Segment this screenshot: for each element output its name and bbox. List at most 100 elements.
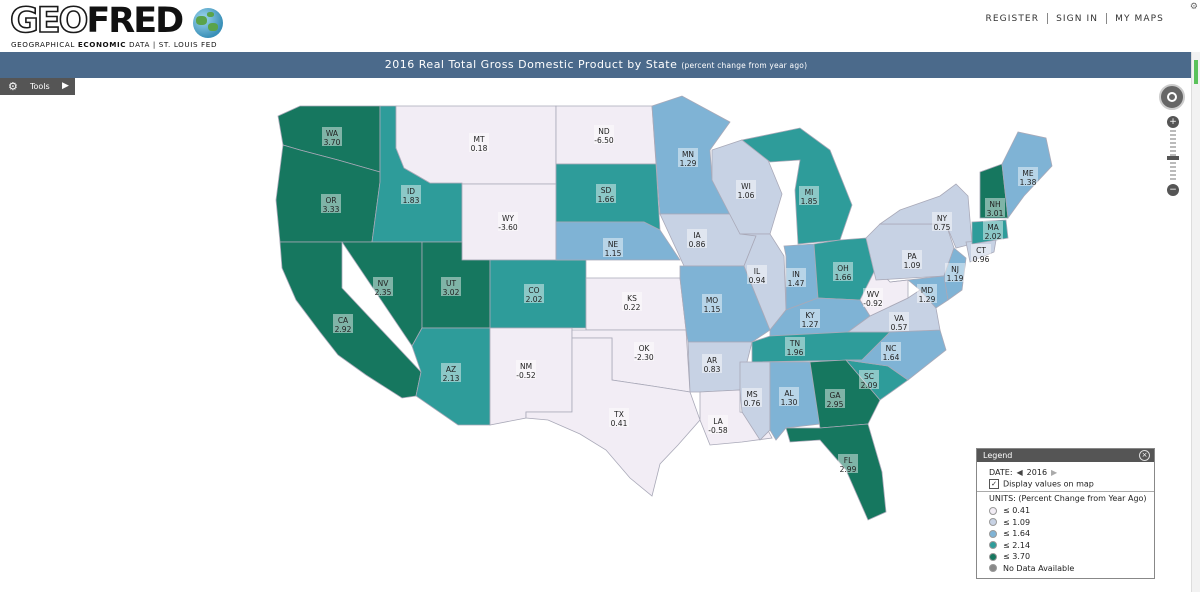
state-abbr: CO — [528, 286, 539, 295]
state-label-al: AL1.30 — [779, 387, 799, 407]
state-label-ms: MS0.76 — [742, 388, 762, 408]
legend-swatch — [989, 518, 997, 526]
state-abbr: CA — [338, 316, 349, 325]
tools-label: Tools — [30, 82, 50, 91]
zoom-slider[interactable]: + − — [1167, 116, 1179, 196]
state-label-sc: SC2.09 — [859, 370, 879, 390]
state-abbr: NM — [520, 362, 532, 371]
legend-swatch — [989, 529, 997, 538]
state-label-nd: ND-6.50 — [594, 125, 614, 145]
map-title-bar: 2016 Real Total Gross Domestic Product b… — [0, 52, 1192, 78]
state-label-nv: NV2.35 — [373, 277, 393, 297]
state-abbr: VA — [894, 314, 905, 323]
state-label-ut: UT3.02 — [441, 277, 461, 297]
state-label-ky: KY1.27 — [800, 309, 820, 329]
legend-class-label: ≤ 1.09 — [1003, 517, 1031, 527]
map-subtitle: (percent change from year ago) — [681, 61, 808, 70]
state-label-ok: OK-2.30 — [634, 342, 654, 362]
state-value: 1.38 — [1020, 178, 1037, 187]
state-value: 2.13 — [443, 374, 460, 383]
state-value: -6.50 — [594, 136, 614, 145]
state-label-wv: WV-0.92 — [863, 288, 883, 308]
state-value: 1.47 — [788, 279, 805, 288]
state-abbr: TX — [613, 410, 624, 419]
state-ne[interactable] — [555, 221, 681, 261]
state-abbr: NC — [886, 344, 897, 353]
prev-date-icon[interactable]: ◀ — [1016, 468, 1023, 477]
display-values-toggle[interactable]: ✓ Display values on map — [989, 479, 1094, 489]
sign-in-link[interactable]: SIGN IN — [1056, 14, 1099, 24]
state-value: 0.57 — [891, 323, 908, 332]
date-value: 2016 — [1026, 468, 1048, 477]
legend-title: Legend — [983, 451, 1013, 460]
state-abbr: IA — [693, 231, 701, 240]
state-ga[interactable] — [809, 359, 881, 429]
state-nj[interactable] — [943, 247, 967, 301]
zoom-handle[interactable] — [1167, 156, 1179, 160]
tools-button[interactable]: ⚙ Tools ▶ — [0, 78, 75, 95]
header: GEOFRED GEOGRAPHICAL ECONOMIC DATA | ST.… — [0, 0, 1200, 52]
legend-class-2: ≤ 1.64 — [989, 529, 1030, 538]
state-label-ny: NY0.75 — [932, 212, 952, 232]
state-abbr: ME — [1022, 169, 1033, 178]
logo-tagline: GEOGRAPHICAL ECONOMIC DATA | ST. LOUIS F… — [11, 40, 218, 49]
state-value: 0.75 — [934, 223, 951, 232]
state-abbr: MN — [682, 150, 694, 159]
state-me[interactable] — [1001, 131, 1053, 220]
settings-icon[interactable]: ⚙ — [1189, 2, 1198, 12]
state-abbr: OH — [837, 264, 849, 273]
state-label-il: IL0.94 — [747, 265, 767, 285]
state-mi[interactable] — [741, 127, 853, 245]
state-label-ks: KS0.22 — [622, 292, 642, 312]
state-fl[interactable] — [785, 423, 887, 521]
state-ca[interactable] — [279, 241, 422, 399]
state-value: 2.02 — [985, 232, 1002, 241]
legend-date: DATE: ◀ 2016 ▶ — [989, 468, 1061, 477]
zoom-in-button[interactable]: + — [1167, 116, 1179, 128]
register-link[interactable]: REGISTER — [985, 14, 1040, 24]
legend-class-label: ≤ 3.70 — [1003, 552, 1031, 561]
state-abbr: IL — [754, 267, 761, 276]
state-abbr: AR — [707, 356, 717, 365]
right-panel-edge[interactable] — [1191, 52, 1200, 592]
state-abbr: KS — [627, 294, 637, 303]
zoom-out-button[interactable]: − — [1167, 184, 1179, 196]
state-abbr: OR — [325, 196, 336, 205]
legend-swatch — [989, 541, 997, 549]
legend-class-3: ≤ 2.14 — [989, 541, 1030, 550]
state-value: 1.19 — [947, 274, 964, 283]
display-values-checkbox[interactable]: ✓ — [989, 479, 999, 489]
state-value: 1.96 — [787, 348, 804, 357]
pan-control[interactable] — [1159, 84, 1185, 110]
close-icon[interactable]: × — [1139, 450, 1150, 461]
state-label-sd: SD1.66 — [596, 184, 616, 204]
state-value: 1.15 — [605, 249, 622, 258]
legend-panel: Legend × DATE: ◀ 2016 ▶ ✓ Display values on m… — [976, 448, 1155, 579]
state-abbr: IN — [792, 270, 800, 279]
state-abbr: MS — [746, 390, 757, 399]
top-nav: REGISTER SIGN IN MY MAPS — [978, 13, 1172, 24]
state-value: 1.06 — [738, 191, 755, 200]
state-abbr: NH — [989, 200, 1000, 209]
state-value: 1.09 — [904, 261, 921, 270]
state-ma[interactable] — [971, 219, 1009, 245]
my-maps-link[interactable]: MY MAPS — [1115, 14, 1164, 24]
state-label-wy: WY-3.60 — [498, 212, 518, 232]
us-state-map[interactable]: WA3.70 OR3.33 CA2.92 ID1.83 NV2.35 MT0.18 WY-3… — [0, 80, 1150, 530]
state-label-ca: CA2.92 — [333, 314, 353, 334]
state-abbr: LA — [713, 417, 723, 426]
state-label-wi: WI1.06 — [736, 180, 756, 200]
state-abbr: AL — [784, 389, 794, 398]
state-value: 0.22 — [624, 303, 641, 312]
state-label-ga: GA2.95 — [825, 389, 845, 409]
state-value: -0.52 — [516, 371, 536, 380]
state-label-pa: PA1.09 — [902, 250, 922, 270]
state-label-in: IN1.47 — [786, 268, 806, 288]
state-label-ct: CT0.96 — [971, 244, 991, 264]
state-label-fl: FL2.99 — [838, 454, 858, 474]
state-tx[interactable] — [525, 337, 701, 497]
state-abbr: MI — [805, 188, 814, 197]
state-ny[interactable] — [878, 183, 973, 249]
next-date-icon[interactable]: ▶ — [1051, 468, 1058, 477]
legend-class-0: ≤ 0.41 — [989, 506, 1030, 515]
